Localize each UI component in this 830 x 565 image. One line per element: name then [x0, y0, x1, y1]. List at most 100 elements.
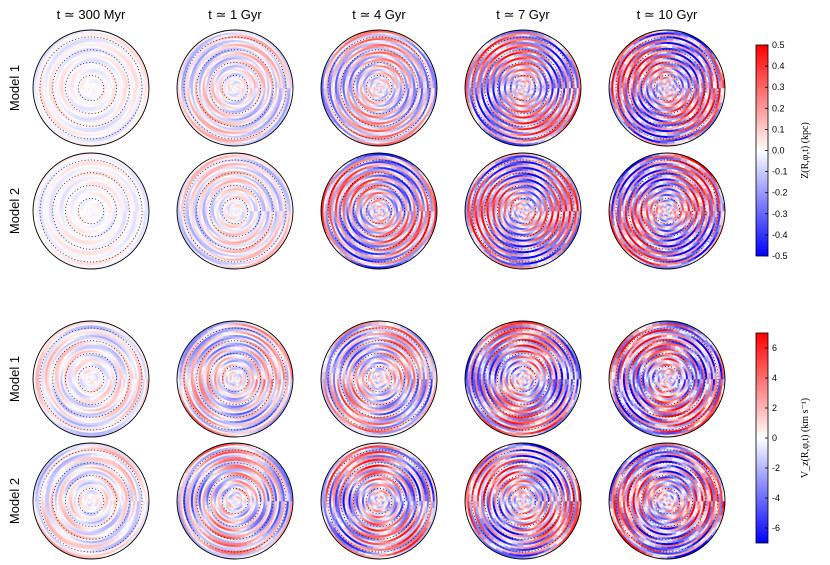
- disk-outline: [320, 29, 438, 147]
- radius-ring: [77, 74, 105, 102]
- disk-outline: [320, 152, 438, 270]
- radius-ring: [327, 159, 431, 263]
- radius-ring: [52, 49, 130, 127]
- radius-ring: [221, 197, 249, 225]
- disk-map: [321, 153, 437, 269]
- radius-ring: [615, 327, 719, 431]
- radius-ring: [509, 197, 537, 225]
- radius-ring: [471, 159, 575, 263]
- disk-map: [33, 30, 149, 146]
- disk-map: [465, 443, 581, 559]
- radius-ring: [52, 462, 130, 540]
- disk-outline: [464, 152, 582, 270]
- radius-ring: [365, 365, 393, 393]
- radius-ring: [39, 327, 143, 431]
- radius-ring: [183, 449, 287, 553]
- disk-outline: [176, 442, 294, 560]
- radius-ring: [484, 340, 562, 418]
- disk-map: [321, 30, 437, 146]
- disk-map: [177, 153, 293, 269]
- radius-ring: [484, 49, 562, 127]
- disk-map: [465, 153, 581, 269]
- radius-ring: [509, 365, 537, 393]
- disk-map: [321, 321, 437, 437]
- radius-ring: [497, 475, 549, 527]
- disk-outline: [32, 152, 150, 270]
- radius-ring: [471, 36, 575, 140]
- disk-outline: [176, 152, 294, 270]
- radius-ring: [39, 36, 143, 140]
- disk-outline: [320, 442, 438, 560]
- row-labels: Model 1 Model 2 Model 1 Model 2: [7, 65, 22, 524]
- radius-ring: [497, 353, 549, 405]
- colorbars: 0.5 0.4 0.3 0.2 0.1 0.0 -0.1 -0.2 -0.3 -0.4 -0.5 Z(…: [755, 40, 811, 544]
- column-titles: t ≃ 300 Myr t ≃ 1 Gyr t ≃ 4 Gyr t ≃ 7 Gyr t …: [57, 7, 698, 22]
- colorbar-label: V_z(R,φ,t) (km s⁻¹): [800, 398, 811, 478]
- column-title: t ≃ 4 Gyr: [352, 7, 406, 22]
- radius-ring: [221, 365, 249, 393]
- disk-map: [177, 443, 293, 559]
- disk-outline: [464, 442, 582, 560]
- colorbar-tick-label: 0.1: [772, 124, 785, 134]
- column-title: t ≃ 7 Gyr: [496, 7, 550, 22]
- radius-ring: [221, 487, 249, 515]
- disk-outline: [176, 320, 294, 438]
- radius-ring: [509, 74, 537, 102]
- disk-outline: [32, 320, 150, 438]
- row-label: Model 2: [7, 478, 22, 524]
- radius-ring: [39, 449, 143, 553]
- radius-ring: [65, 475, 117, 527]
- radius-ring: [365, 197, 393, 225]
- radius-ring: [65, 62, 117, 114]
- disk-outline: [608, 152, 726, 270]
- disk-outline: [320, 320, 438, 438]
- radius-ring: [353, 475, 405, 527]
- radius-ring: [183, 327, 287, 431]
- colorbar-tick-label: -2: [772, 463, 780, 473]
- radius-ring: [77, 365, 105, 393]
- colorbar-tick-label: 0.3: [772, 82, 785, 92]
- radius-ring: [209, 185, 261, 237]
- radius-ring: [641, 475, 693, 527]
- radius-ring: [471, 449, 575, 553]
- radius-ring: [183, 36, 287, 140]
- radius-ring: [77, 197, 105, 225]
- colorbar-tick-label: -0.5: [772, 251, 788, 261]
- radius-ring: [196, 172, 274, 250]
- radius-ring: [628, 172, 706, 250]
- radius-ring: [327, 449, 431, 553]
- radius-ring: [327, 327, 431, 431]
- radius-ring: [340, 49, 418, 127]
- column-title: t ≃ 1 Gyr: [208, 7, 262, 22]
- radius-ring: [340, 172, 418, 250]
- disk-outline: [608, 442, 726, 560]
- row-label: Model 2: [7, 188, 22, 234]
- disk-map: [609, 153, 725, 269]
- radius-ring: [196, 49, 274, 127]
- disk-outline: [464, 320, 582, 438]
- radius-ring: [52, 172, 130, 250]
- disk-map: [465, 30, 581, 146]
- radius-ring: [628, 462, 706, 540]
- radius-ring: [628, 340, 706, 418]
- colorbar-tick-label: 0.5: [772, 40, 785, 50]
- radius-ring: [209, 475, 261, 527]
- radius-ring: [653, 74, 681, 102]
- row-label: Model 1: [7, 65, 22, 111]
- radius-ring: [221, 74, 249, 102]
- disk-outline: [176, 29, 294, 147]
- disk-map: [177, 30, 293, 146]
- disk-outline: [608, 29, 726, 147]
- radius-ring: [340, 340, 418, 418]
- radius-ring: [327, 36, 431, 140]
- colorbar-tick-label: 0.4: [772, 61, 785, 71]
- radius-ring: [340, 462, 418, 540]
- radius-ring: [653, 487, 681, 515]
- disk-outline: [32, 29, 150, 147]
- colorbar-label: Z(R,φ,t) (kpc): [800, 122, 811, 179]
- radius-ring: [641, 353, 693, 405]
- column-title: t ≃ 10 Gyr: [637, 7, 698, 22]
- radius-ring: [183, 159, 287, 263]
- radius-ring: [653, 197, 681, 225]
- radius-ring: [509, 487, 537, 515]
